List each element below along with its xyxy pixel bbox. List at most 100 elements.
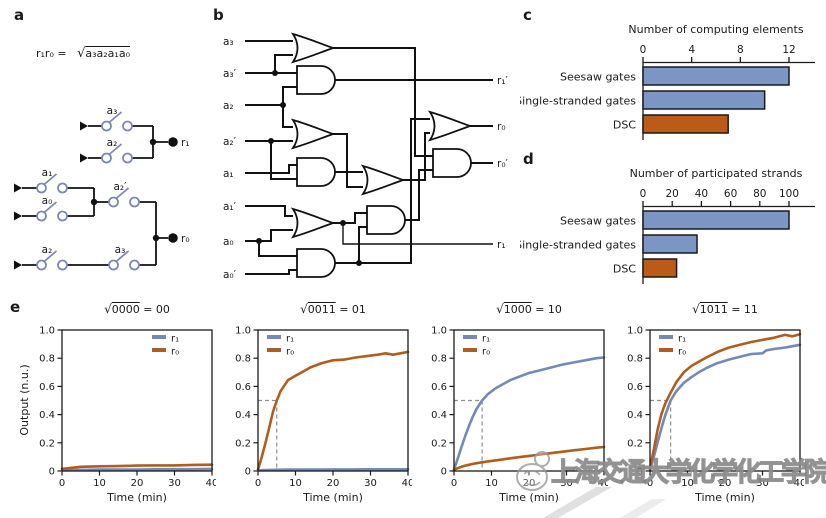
equation-lhs: r₁r₀ = [36, 47, 71, 60]
y-tick-label: 0.8 [431, 354, 447, 365]
legend-label: r₀ [678, 347, 686, 358]
title-result: = 00 [139, 303, 170, 316]
or-gate-icon [360, 164, 406, 196]
y-tick-label: 0.4 [235, 410, 251, 421]
or-gate-icon [290, 32, 336, 64]
legend-swatch [659, 348, 673, 352]
gate-input-labels: a₃ a₃′ a₂ a₂′ a₁ a₁′ a₀ a₀′ [223, 36, 237, 281]
legend-label: r₁ [482, 334, 490, 345]
series-line-0 [452, 356, 606, 471]
x-tick-label: 40 [794, 478, 804, 489]
y-axis-title: Output (n.u.) [18, 364, 31, 435]
or-gate-icon [290, 118, 336, 150]
legend-swatch [152, 348, 166, 352]
legend-swatch [463, 348, 477, 352]
switch-label: a₃ [107, 105, 118, 117]
y-tick-label: 1.0 [431, 326, 447, 337]
title-radicand: 1000 [503, 303, 532, 316]
axis-tick-label: 0 [640, 44, 647, 56]
bar [642, 234, 698, 254]
output-label: r₁ [497, 239, 506, 251]
y-tick-label: 1.0 [39, 326, 55, 337]
title-radicand: 0000 [111, 303, 140, 316]
panel-label-d: d [523, 150, 534, 168]
bar-chart-computing-elements: Number of computing elements 0 4 8 12 Seesaw … [515, 14, 826, 148]
y-tick-label: 0.2 [235, 438, 251, 449]
x-tick-label: 10 [93, 478, 106, 489]
plot-title: √1000 = 10 [454, 302, 604, 316]
y-tick-label: 0.6 [431, 382, 447, 393]
x-axis-title: Time (min) [694, 491, 755, 504]
legend-label: r₁ [171, 334, 179, 345]
x-axis-title: Time (min) [498, 491, 559, 504]
y-tick-label: 0.4 [431, 410, 447, 421]
y-tick-label: 0.8 [39, 354, 55, 365]
bar-chart-svg: Number of computing elements 0 4 8 12 Seesaw … [515, 23, 815, 140]
y-tick-label: 0.6 [627, 382, 643, 393]
output-label: r₁′ [497, 75, 509, 87]
logo-body [516, 463, 548, 491]
x-tick-label: 20 [523, 478, 536, 489]
plot-title: √0000 = 00 [62, 302, 212, 316]
legend-label: r₀ [171, 347, 179, 358]
and-gate-icon [432, 148, 472, 178]
y-tick-label: 0 [637, 467, 643, 478]
chart-title: Number of computing elements [628, 23, 803, 36]
series-line-1 [452, 445, 606, 471]
x-tick-label: 0 [647, 478, 653, 489]
sqrt-equation: r₁r₀ = √a₃a₂a₁a₀ [36, 46, 130, 61]
switch-label: a₂ [42, 244, 53, 256]
series-line-1 [648, 332, 802, 470]
legend-label: r₁ [678, 334, 686, 345]
y-tick-label: 0.2 [627, 438, 643, 449]
watermark-text: 上海交通大学化学化工学院 [550, 457, 826, 488]
plot-title: √0011 = 01 [258, 302, 408, 316]
plot-box [257, 329, 409, 472]
axis-tick-label: 12 [782, 44, 795, 56]
x-tick-label: 30 [168, 478, 181, 489]
switch-labels: a₃ a₂ a₁ a₀ a₂′ a₂ a₃ [42, 105, 127, 256]
junction-dots [90, 137, 178, 243]
axis-tick-label: 20 [666, 188, 679, 200]
category-label: Seesaw gates [560, 71, 636, 84]
chart-title: Number of participated strands [630, 167, 803, 180]
panel-label-e: e [10, 298, 21, 316]
legend-swatch [659, 335, 673, 339]
y-tick-label: 0.6 [39, 382, 55, 393]
x-tick-label: 10 [485, 478, 498, 489]
line-plot-svg: 0 0.2 0.4 0.6 0.8 1.0 0 10 20 30 40 Time (min) Outpu… [18, 326, 216, 505]
axis-tick-label: 0 [640, 188, 647, 200]
series-line-1 [256, 350, 410, 471]
logic-gate-diagram: a₃ a₃′ a₂ a₂′ a₁ a₁′ a₀ a₀′ r₁′ r₀ r₀′ r… [223, 32, 509, 281]
input-label: a₀′ [223, 269, 237, 281]
category-label: DSC [613, 263, 636, 276]
line-plot-svg: 0 0.2 0.4 0.6 0.8 1.0 0 10 20 30 40 Time (min) r₁ r₀ [235, 326, 412, 505]
x-tick-label: 0 [451, 478, 457, 489]
output-label: r₀′ [497, 158, 509, 170]
plot-box [649, 329, 801, 472]
bar-chart-participated-strands: Number of participated strands 0 20 40 60 80 1… [515, 158, 826, 292]
x-tick-label: 20 [719, 478, 732, 489]
axis-tick-label: 4 [688, 44, 695, 56]
bar [642, 258, 678, 278]
and-gate-icon [296, 65, 336, 95]
switch-label: a₀ [42, 195, 53, 207]
plot-box [61, 329, 213, 472]
y-tick-label: 0.4 [627, 410, 643, 421]
logo-head [534, 451, 550, 467]
x-tick-label: 20 [131, 478, 144, 489]
ribbon-band [543, 487, 612, 518]
title-radicand: 0011 [307, 303, 336, 316]
wire-junction-dots [256, 70, 362, 266]
axis-tick-label: 80 [753, 188, 766, 200]
x-tick-label: 40 [206, 478, 216, 489]
y-tick-label: 0.2 [39, 438, 55, 449]
input-label: a₁′ [223, 201, 237, 213]
category-label: Single-stranded gates [520, 95, 636, 108]
series-line-0 [648, 343, 802, 471]
radical-sign: √ [300, 302, 308, 316]
y-tick-label: 0.8 [627, 354, 643, 365]
input-label: a₁ [223, 168, 234, 180]
output-label-r1: r₁ [181, 137, 190, 149]
